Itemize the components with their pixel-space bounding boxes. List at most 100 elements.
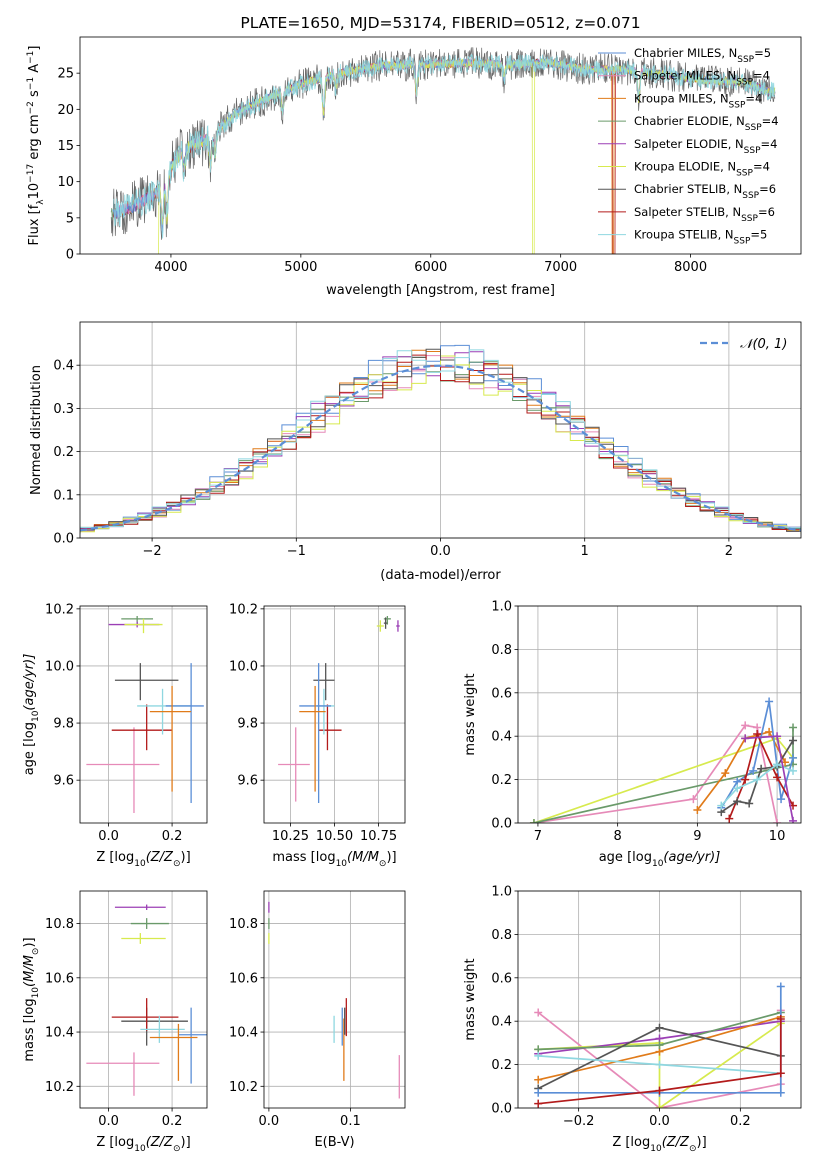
label-part: 10 [652, 859, 664, 869]
label-part: 10 [31, 987, 41, 999]
errorbar-point-kroupa_elodie [124, 618, 163, 634]
errorbar-point-kroupa_elodie [121, 933, 166, 944]
label-part: SSP [736, 169, 753, 179]
weight-marker-chabrier_miles [765, 697, 774, 706]
x-tick-label: 0.0 [98, 829, 119, 844]
weight-marker-salpeter_stelib [753, 730, 762, 739]
label-part: 10 [134, 1144, 146, 1154]
errorbar-point-salpeter_stelib [318, 704, 342, 751]
y-tick-label: 9.6 [237, 774, 258, 789]
weight-marker-chabrier_stelib [733, 797, 742, 806]
label-part: ⊙ [173, 859, 181, 869]
x-tick-label: 0.0 [430, 544, 451, 559]
legend-label-chabrier_stelib: Chabrier STELIB, NSSP=6 [634, 182, 776, 201]
y-tick-label: 0.6 [491, 971, 512, 986]
label-part: 10 [650, 1144, 662, 1154]
y-tick-label: 0.8 [491, 928, 512, 943]
x-tick-label: −0.2 [563, 1114, 595, 1129]
y-axis-label: Flux [fλ10−17 erg cm−2 s−1 A−1] [26, 46, 46, 246]
axes-spectrum: 4000 5000 6000 7000 8000 0 5 10 15 20 25 PLATE=1650… [26, 14, 802, 298]
axes-frame [263, 890, 406, 1109]
figure-layer: 4000 5000 6000 7000 8000 0 5 10 15 20 25 PLATE=1650… [22, 14, 802, 1154]
x-tick-label: 0.2 [162, 1114, 183, 1129]
label-part: (M/M [22, 955, 37, 987]
y-tick-label: 10.0 [45, 659, 74, 674]
plot-area [278, 615, 400, 804]
axes-mass_vs_ebv: 0.0 0.1 10.2 10.4 10.6 10.8 E(B-V) [229, 890, 406, 1150]
axes-frame [517, 890, 802, 1109]
plot-area [268, 901, 400, 1099]
axes-frame [79, 890, 208, 1109]
weight-marker-kroupa_miles [765, 727, 774, 736]
y-tick-label: 0.3 [53, 402, 74, 417]
label-part: SSP [729, 100, 746, 110]
plot-area [86, 615, 204, 814]
weight-marker-salpeter_miles [689, 795, 698, 804]
y-tick-label: 0.2 [491, 773, 512, 788]
label-part: ⊙ [689, 1144, 697, 1154]
y-axis-label: mass weight [463, 958, 478, 1040]
y-tick-label: 1.0 [491, 885, 512, 900]
y-tick-label: 0.1 [53, 488, 74, 503]
weight-marker-chabrier_miles [789, 753, 798, 762]
ticks: −2 −1 0.0 1 2 0.0 0.1 0.2 0.3 0.4 [53, 359, 733, 559]
spectrum-series-kroupa_stelib [113, 53, 775, 239]
label-part: SSP [737, 55, 754, 65]
x-tick-label: 5000 [284, 260, 317, 275]
weight-marker-kroupa_stelib [773, 760, 782, 769]
axes-residuals: −2 −1 0.0 1 2 0.0 0.1 0.2 0.3 0.4 (data-model)/err… [29, 321, 802, 583]
y-tick-label: 5 [66, 211, 74, 226]
label-part: SSP [742, 191, 759, 201]
y-axis-label: age [log10(age/yr)] [22, 654, 41, 776]
y-axis-label: mass weight [463, 673, 478, 755]
weight-marker-salpeter_miles [741, 721, 750, 730]
x-tick-label: 0.2 [730, 1114, 751, 1129]
weight-marker-salpeter_miles [773, 819, 782, 823]
label-part: =4 [761, 137, 778, 151]
weight-marker-salpeter_miles [534, 1008, 543, 1017]
legend-label-normal: 𝒩(0, 1) [740, 337, 787, 352]
legend-label-salpeter_elodie: Salpeter ELODIE, NSSP=4 [634, 137, 777, 156]
y-tick-label: 10.0 [229, 659, 258, 674]
weight-marker-chabrier_elodie [529, 819, 538, 823]
grid [264, 891, 405, 1108]
errorbar-point-salpeter_elodie [396, 620, 400, 632]
y-tick-label: 10.6 [45, 971, 74, 986]
y-tick-label: 15 [57, 139, 74, 154]
errorbar-point-kroupa_miles [149, 685, 192, 792]
spectrum-series-kroupa_miles [113, 57, 776, 254]
y-tick-label: 0.4 [491, 1015, 512, 1030]
label-part: 10 [27, 183, 42, 200]
errorbar-point-kroupa_miles [149, 1023, 198, 1081]
weight-marker-kroupa_stelib [789, 766, 798, 775]
y-tick-label: 1.0 [491, 600, 512, 615]
y-tick-label: 0.0 [53, 532, 74, 547]
x-tick-label: −1 [287, 544, 306, 559]
y-tick-label: 10.2 [229, 602, 258, 617]
label-part: (M/M [347, 850, 379, 865]
label-part: Flux [f [27, 204, 42, 245]
label-part: SSP [736, 78, 753, 88]
x-tick-label: 6000 [414, 260, 447, 275]
ticks: 4000 5000 6000 7000 8000 0 5 10 15 20 25 [57, 67, 707, 275]
axes-frame [263, 605, 406, 824]
label-part: Salpeter MILES, N [634, 69, 736, 83]
label-part: )] [181, 1135, 191, 1150]
weight-marker-salpeter_stelib [741, 775, 750, 784]
weight-marker-chabrier_elodie [789, 723, 798, 732]
x-axis-label: (data-model)/error [380, 568, 501, 583]
weight-marker-kroupa_stelib [655, 1060, 664, 1069]
weight-line-chabrier_stelib [720, 740, 794, 813]
plot-area [110, 47, 776, 254]
y-tick-label: 10.2 [229, 1080, 258, 1095]
errorbar-point-salpeter_miles [86, 1052, 160, 1096]
legend-label-salpeter_miles: Salpeter MILES, NSSP=4 [634, 69, 770, 88]
weight-line-salpeter_stelib [538, 1019, 782, 1105]
y-tick-label: 10.8 [229, 917, 258, 932]
weight-line-salpeter_miles [533, 724, 778, 823]
errorbar-point-chabrier_elodie [130, 918, 169, 929]
label-part: ⊙ [31, 948, 41, 956]
